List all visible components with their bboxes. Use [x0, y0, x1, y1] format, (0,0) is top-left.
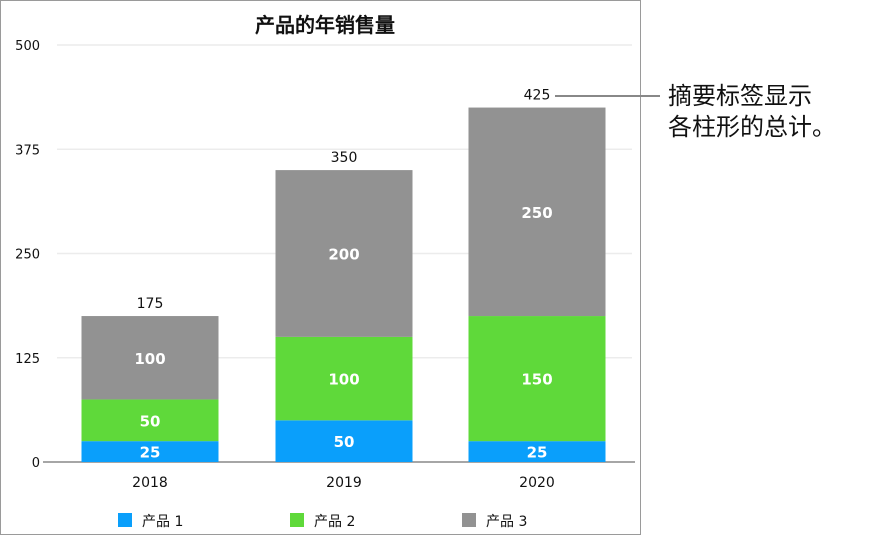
bar-segment	[275, 170, 413, 337]
x-tick-label: 2019	[326, 475, 362, 491]
legend-label: 产品 1	[142, 514, 183, 530]
data-label: 25	[527, 444, 548, 462]
x-tick-label: 2020	[519, 475, 555, 491]
callout-line-1: 摘要标签显示	[668, 82, 812, 110]
callout-annotation: 摘要标签显示 各柱形的总计。	[668, 81, 868, 143]
data-label: 100	[328, 371, 359, 389]
legend-label: 产品 2	[314, 514, 355, 530]
bar-segment	[468, 107, 606, 317]
data-label: 50	[334, 433, 355, 451]
bar-segment	[275, 420, 413, 462]
legend-swatch	[462, 513, 476, 527]
data-label: 100	[134, 350, 165, 368]
bar-segment	[81, 399, 219, 442]
chart-frame	[0, 0, 641, 535]
chart-title: 产品的年销售量	[255, 13, 395, 37]
data-label: 150	[521, 371, 552, 389]
bar-segment	[81, 316, 219, 400]
data-label: 250	[521, 204, 552, 222]
bar-segment	[468, 441, 606, 462]
legend-swatch	[290, 513, 304, 527]
y-tick-label: 500	[15, 39, 40, 54]
y-tick-label: 0	[32, 456, 40, 471]
bar-segment	[81, 441, 219, 462]
data-label: 50	[140, 412, 161, 430]
y-tick-label: 250	[15, 248, 40, 263]
callout-line-2: 各柱形的总计。	[668, 113, 836, 141]
legend-swatch	[118, 513, 132, 527]
y-tick-label: 125	[15, 352, 40, 367]
data-label: 200	[328, 246, 359, 264]
data-label: 25	[140, 444, 161, 462]
bar-segment	[275, 336, 413, 421]
y-tick-label: 375	[15, 143, 40, 158]
bar-segment	[468, 316, 606, 442]
total-label: 175	[137, 296, 164, 312]
total-label: 350	[331, 150, 358, 166]
legend-label: 产品 3	[486, 514, 527, 530]
x-tick-label: 2018	[132, 475, 168, 491]
total-label: 425	[524, 88, 551, 104]
